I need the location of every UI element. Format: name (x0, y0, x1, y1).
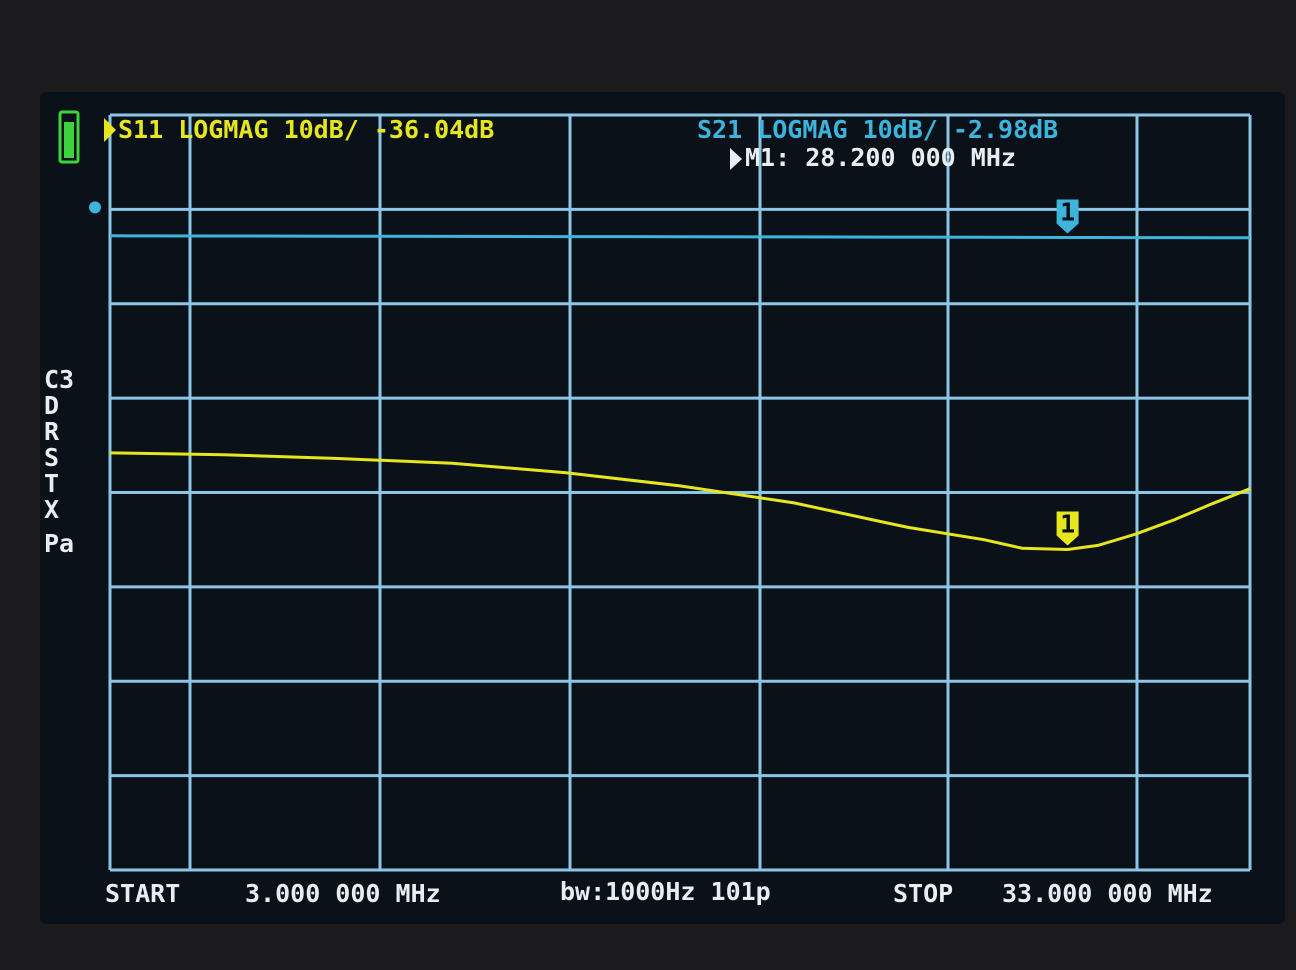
marker-number: 1 (1060, 197, 1075, 226)
sidebar-item: X (44, 495, 59, 524)
page: S11 LOGMAG 10dB/ -36.04dB S21 LOGMAG 10d… (0, 0, 1296, 970)
sidebar-item: S (44, 443, 59, 472)
sidebar-item: R (44, 417, 60, 446)
sidebar-item: D (44, 391, 59, 420)
s21-header: S21 LOGMAG 10dB/ -2.98dB (697, 115, 1058, 144)
sidebar-item: Pa (44, 529, 74, 558)
start-frequency: 3.000 000 MHz (245, 879, 441, 908)
start-label: START (105, 879, 180, 908)
sidebar-item: T (44, 469, 59, 498)
sidebar-item: C3 (44, 365, 74, 394)
marker-readout: M1: 28.200 000 MHz (745, 143, 1016, 172)
battery-level (64, 122, 74, 158)
device-photo: S11 LOGMAG 10dB/ -36.04dB S21 LOGMAG 10d… (0, 0, 1296, 970)
screen (40, 92, 1285, 924)
s11-header: S11 LOGMAG 10dB/ -36.04dB (118, 115, 494, 144)
stop-frequency: 33.000 000 MHz (1002, 879, 1213, 908)
stop-label: STOP (893, 879, 953, 908)
reference-dot (89, 201, 101, 213)
trace-1 (110, 236, 1250, 238)
bandwidth: bw:1000Hz 101p (560, 877, 771, 906)
marker-number: 1 (1060, 510, 1075, 539)
